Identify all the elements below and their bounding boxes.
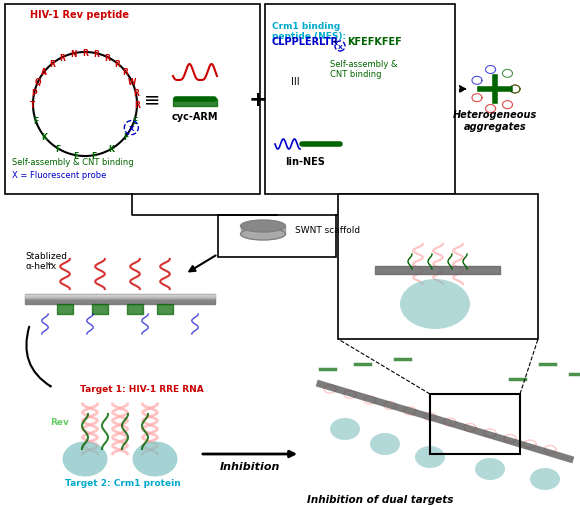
Text: lin-NES: lin-NES: [285, 157, 325, 167]
Text: F: F: [123, 133, 128, 141]
Text: SWNT scaffold: SWNT scaffold: [295, 225, 360, 234]
Ellipse shape: [370, 433, 400, 455]
Text: X: X: [129, 125, 134, 131]
Text: Self-assembly &
CNT binding: Self-assembly & CNT binding: [330, 60, 397, 79]
Ellipse shape: [63, 442, 107, 477]
Text: R: R: [133, 89, 139, 98]
Text: F: F: [92, 152, 97, 161]
Text: K: K: [108, 145, 115, 154]
Ellipse shape: [400, 279, 470, 329]
Text: Heterogeneous
aggregates: Heterogeneous aggregates: [453, 110, 537, 132]
Text: HIV-1 Rev peptide: HIV-1 Rev peptide: [30, 10, 129, 20]
Text: X = Fluorescent probe: X = Fluorescent probe: [12, 171, 106, 180]
FancyArrowPatch shape: [26, 327, 50, 386]
Text: Inhibition of dual targets: Inhibition of dual targets: [307, 494, 453, 504]
Text: R: R: [114, 60, 121, 69]
Ellipse shape: [330, 418, 360, 440]
Text: ≡: ≡: [144, 90, 160, 109]
Text: P: P: [31, 89, 37, 98]
Text: R: R: [60, 54, 66, 63]
Text: CLPPLERLTR: CLPPLERLTR: [272, 37, 339, 47]
FancyBboxPatch shape: [338, 194, 538, 339]
Ellipse shape: [475, 458, 505, 480]
Text: Crm1 binding
peptide (NES):: Crm1 binding peptide (NES):: [272, 22, 346, 41]
Text: T: T: [30, 100, 36, 109]
Text: R: R: [82, 48, 88, 58]
Text: R: R: [134, 100, 140, 109]
Text: cyc-ARM: cyc-ARM: [172, 112, 218, 122]
FancyBboxPatch shape: [5, 5, 260, 194]
Ellipse shape: [132, 442, 177, 477]
FancyBboxPatch shape: [265, 5, 455, 194]
Text: Rev: Rev: [50, 417, 69, 426]
Ellipse shape: [530, 468, 560, 490]
Text: R: R: [93, 49, 100, 59]
Text: Q: Q: [35, 78, 41, 87]
Bar: [430, 394, 520, 454]
Text: III: III: [291, 77, 299, 87]
Text: F: F: [56, 145, 61, 154]
Text: R: R: [104, 54, 111, 63]
Text: R: R: [123, 68, 129, 77]
Text: Target 2: Crm1 protein: Target 2: Crm1 protein: [65, 478, 181, 487]
Text: X: X: [338, 44, 342, 49]
Text: -: -: [334, 37, 338, 47]
Text: E: E: [132, 116, 137, 125]
Ellipse shape: [241, 229, 285, 240]
Text: R: R: [50, 60, 56, 69]
Text: N: N: [70, 49, 77, 59]
Text: KFEFKFEF: KFEFKFEF: [347, 37, 402, 47]
Text: Target 1: HIV-1 RRE RNA: Target 1: HIV-1 RRE RNA: [80, 384, 204, 393]
FancyBboxPatch shape: [218, 216, 336, 258]
Text: F: F: [33, 116, 38, 125]
Text: Inhibition: Inhibition: [220, 461, 280, 471]
Text: E: E: [73, 152, 78, 161]
Text: +: +: [249, 90, 267, 110]
Text: Self-assembly & CNT binding: Self-assembly & CNT binding: [12, 158, 133, 167]
Text: W: W: [128, 78, 136, 87]
Ellipse shape: [241, 221, 285, 232]
Ellipse shape: [415, 446, 445, 468]
Text: A: A: [41, 68, 48, 77]
Text: K: K: [41, 133, 48, 141]
Text: Stablized
α-helix: Stablized α-helix: [25, 251, 67, 271]
